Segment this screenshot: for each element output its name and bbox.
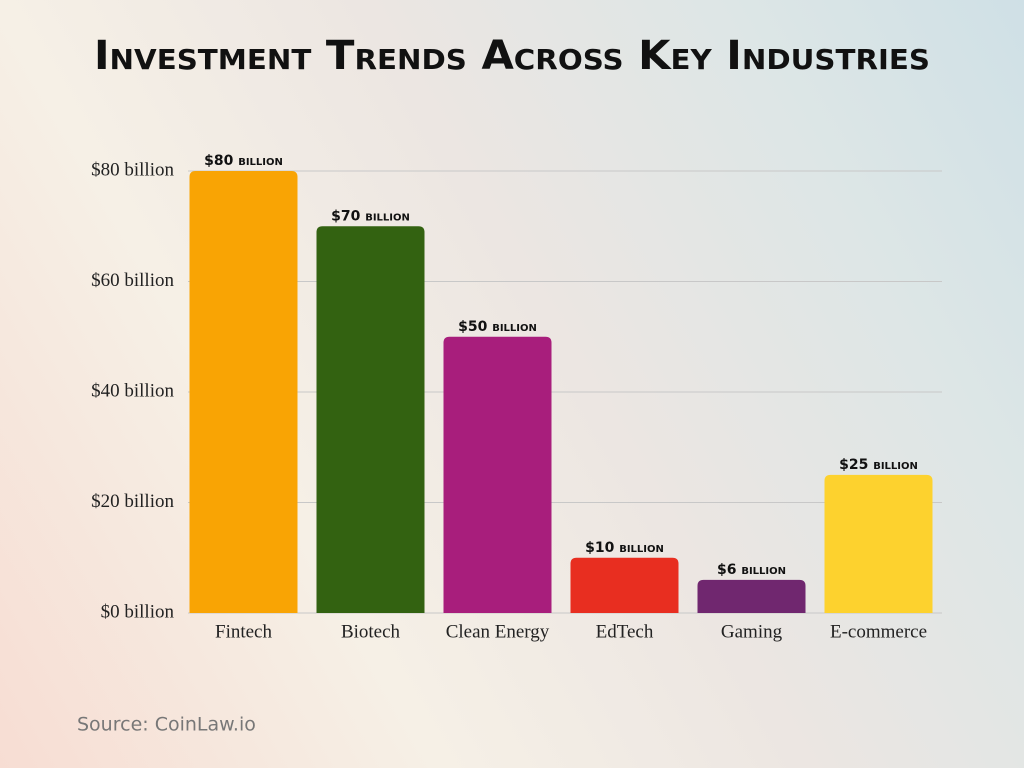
x-tick-label: E-commerce xyxy=(830,621,927,642)
x-tick-label: EdTech xyxy=(596,621,654,642)
value-label: $50 billion xyxy=(458,319,537,335)
bar xyxy=(316,226,425,613)
bar xyxy=(697,579,806,613)
x-tick-label: Fintech xyxy=(215,621,272,642)
value-label: $70 billion xyxy=(331,208,410,224)
source: Source: CoinLaw.io xyxy=(77,714,256,736)
x-tick-label: Gaming xyxy=(721,621,783,642)
value-label: $25 billion xyxy=(839,457,918,473)
value-label: $6 billion xyxy=(717,562,786,578)
bar xyxy=(824,474,933,613)
y-tick-label: $60 billion xyxy=(91,270,174,291)
bar xyxy=(189,171,298,613)
chart-title: Investment Trends Across Key Industries xyxy=(94,33,930,79)
value-label: $10 billion xyxy=(585,540,664,556)
bar xyxy=(443,336,552,613)
y-tick-label: $20 billion xyxy=(91,491,174,512)
bar xyxy=(570,557,679,613)
y-tick-label: $0 billion xyxy=(101,601,175,622)
x-tick-label: Biotech xyxy=(341,621,401,642)
y-tick-label: $40 billion xyxy=(91,380,174,401)
value-label: $80 billion xyxy=(204,153,283,169)
y-tick-label: $80 billion xyxy=(91,159,174,180)
x-tick-label: Clean Energy xyxy=(446,621,550,642)
